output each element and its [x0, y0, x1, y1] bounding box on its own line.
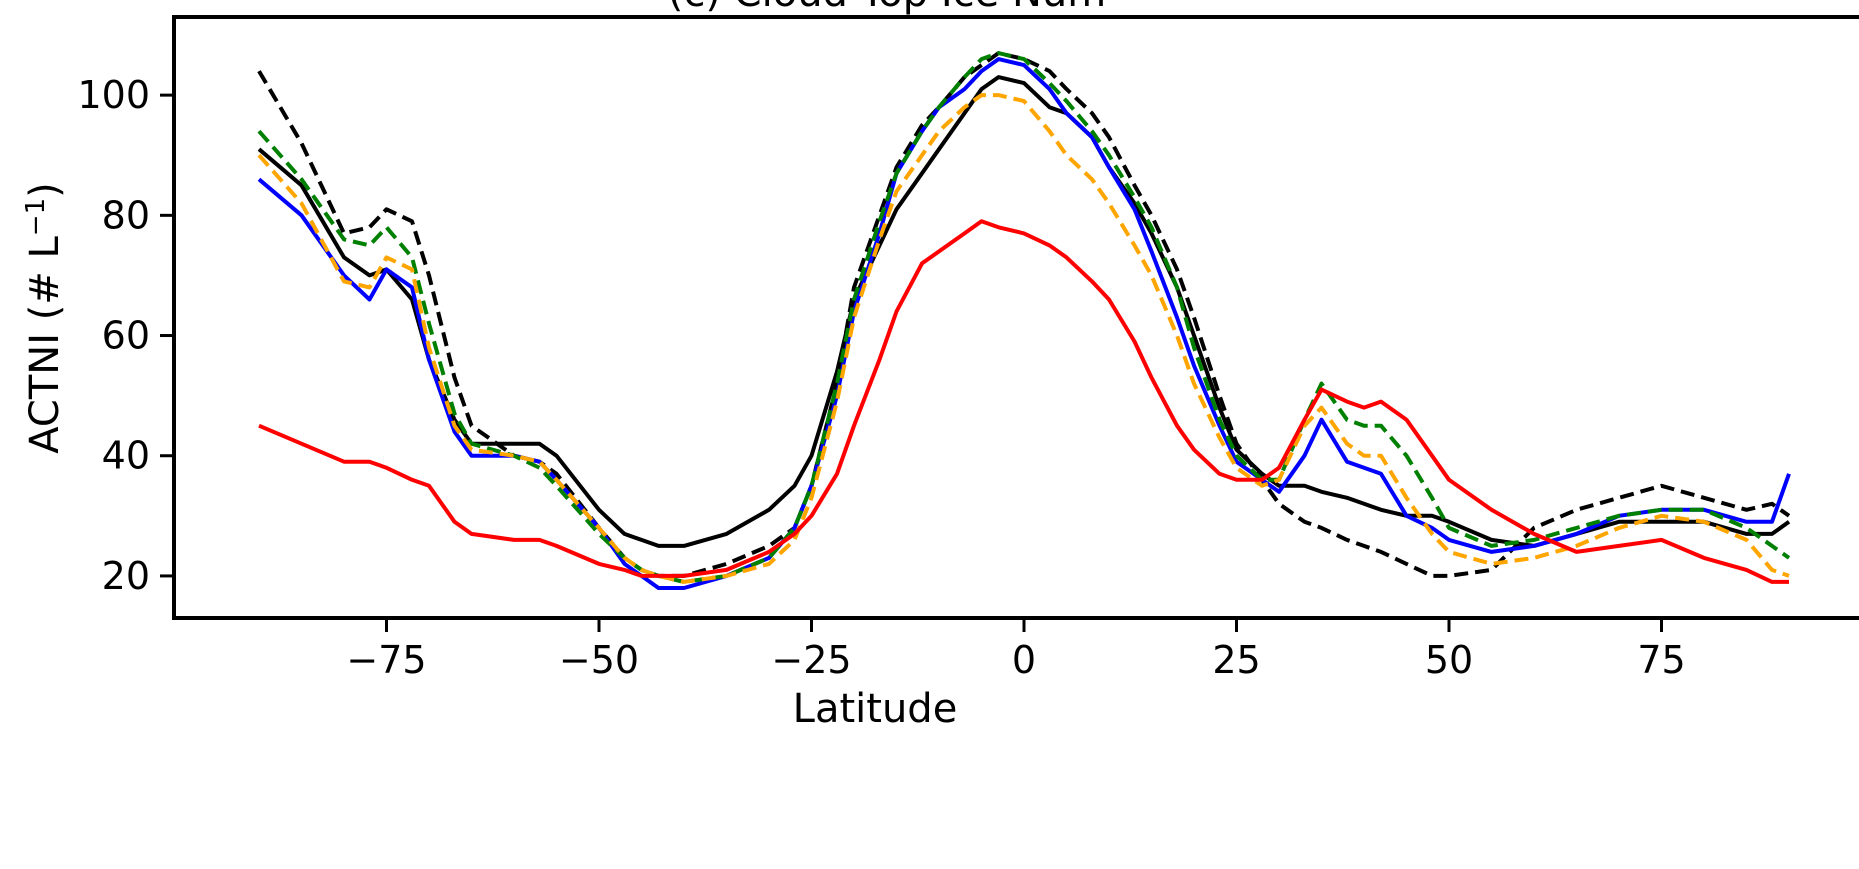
x-tick-label: −50	[559, 638, 639, 682]
x-tick-label: −25	[771, 638, 851, 682]
y-tick-label: 40	[102, 434, 150, 478]
series-line-1	[257, 75, 1791, 548]
series-line-3	[257, 57, 1791, 590]
y-axis: 20 40 60 80 100	[77, 73, 174, 598]
x-tick-label: 0	[1012, 638, 1036, 682]
series-line-4	[257, 51, 1791, 584]
x-tick-label: 25	[1212, 638, 1260, 682]
x-tick-label: 75	[1637, 638, 1685, 682]
y-tick-label: 100	[77, 73, 150, 117]
y-tick-label: 80	[102, 193, 150, 237]
series-line-6	[258, 219, 1789, 584]
x-axis-label: Latitude	[793, 686, 958, 732]
plot-frame	[172, 15, 1859, 620]
chart-title: (c) Cloud Top Ice Num	[668, 0, 1106, 16]
y-axis-label: ACTNI (# L−1)	[21, 182, 68, 454]
x-tick-label: −75	[346, 638, 426, 682]
x-tick-label: 50	[1425, 638, 1473, 682]
x-axis: −75 −50 −25 0 25 50 75	[346, 618, 1686, 682]
series-line-5	[257, 93, 1790, 584]
series-layer	[257, 51, 1791, 590]
y-tick-label: 60	[102, 314, 150, 358]
y-axis-label-main: ACTNI (# L	[22, 235, 68, 453]
y-axis-label-superscript: −1	[21, 198, 51, 236]
series-line-2	[257, 51, 1791, 578]
y-tick-label: 20	[102, 554, 150, 598]
y-axis-label-close: )	[22, 182, 68, 198]
